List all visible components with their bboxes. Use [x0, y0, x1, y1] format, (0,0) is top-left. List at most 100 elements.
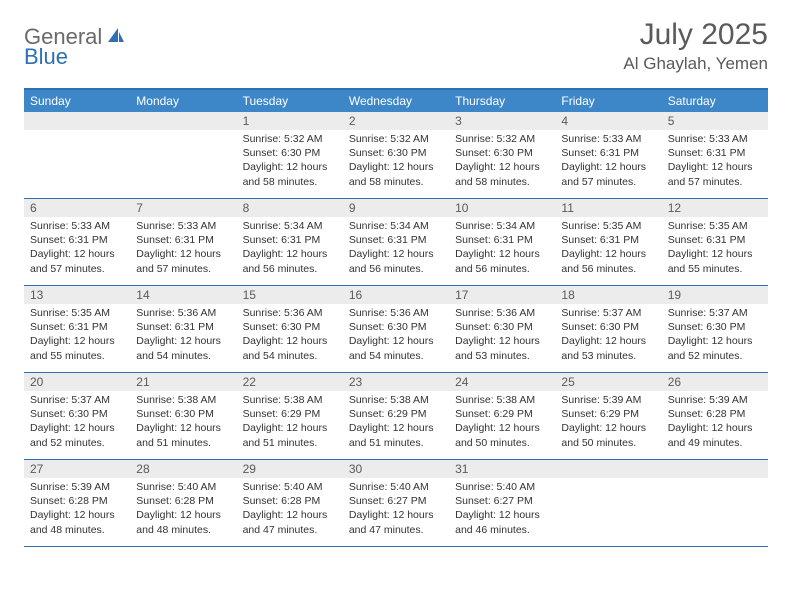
day-number: 20: [24, 373, 130, 391]
dow-thursday: Thursday: [449, 90, 555, 112]
day-cell: 4Sunrise: 5:33 AMSunset: 6:31 PMDaylight…: [555, 112, 661, 198]
daylight-text: Daylight: 12 hours and 56 minutes.: [455, 247, 549, 275]
daylight-text: Daylight: 12 hours and 49 minutes.: [668, 421, 762, 449]
day-number: 13: [24, 286, 130, 304]
day-number: 24: [449, 373, 555, 391]
sunset-text: Sunset: 6:30 PM: [561, 320, 655, 334]
day-body: Sunrise: 5:38 AMSunset: 6:29 PMDaylight:…: [237, 391, 343, 454]
day-number: 2: [343, 112, 449, 130]
day-cell: 17Sunrise: 5:36 AMSunset: 6:30 PMDayligh…: [449, 286, 555, 372]
day-number: 17: [449, 286, 555, 304]
sunset-text: Sunset: 6:29 PM: [561, 407, 655, 421]
day-body: Sunrise: 5:37 AMSunset: 6:30 PMDaylight:…: [555, 304, 661, 367]
sunset-text: Sunset: 6:30 PM: [349, 146, 443, 160]
day-body: [130, 130, 236, 190]
sunrise-text: Sunrise: 5:33 AM: [30, 219, 124, 233]
sunset-text: Sunset: 6:28 PM: [243, 494, 337, 508]
sunset-text: Sunset: 6:31 PM: [349, 233, 443, 247]
day-body: Sunrise: 5:38 AMSunset: 6:29 PMDaylight:…: [449, 391, 555, 454]
sunset-text: Sunset: 6:27 PM: [349, 494, 443, 508]
day-cell: 1Sunrise: 5:32 AMSunset: 6:30 PMDaylight…: [237, 112, 343, 198]
day-cell: 13Sunrise: 5:35 AMSunset: 6:31 PMDayligh…: [24, 286, 130, 372]
day-body: [662, 478, 768, 538]
sunrise-text: Sunrise: 5:36 AM: [243, 306, 337, 320]
daylight-text: Daylight: 12 hours and 47 minutes.: [243, 508, 337, 536]
sunrise-text: Sunrise: 5:32 AM: [243, 132, 337, 146]
day-number: 30: [343, 460, 449, 478]
daylight-text: Daylight: 12 hours and 54 minutes.: [136, 334, 230, 362]
week-row: 1Sunrise: 5:32 AMSunset: 6:30 PMDaylight…: [24, 112, 768, 199]
sunrise-text: Sunrise: 5:33 AM: [136, 219, 230, 233]
sunrise-text: Sunrise: 5:36 AM: [349, 306, 443, 320]
day-cell: 5Sunrise: 5:33 AMSunset: 6:31 PMDaylight…: [662, 112, 768, 198]
day-body: Sunrise: 5:33 AMSunset: 6:31 PMDaylight:…: [24, 217, 130, 280]
day-body: Sunrise: 5:38 AMSunset: 6:29 PMDaylight:…: [343, 391, 449, 454]
sunrise-text: Sunrise: 5:40 AM: [455, 480, 549, 494]
sunset-text: Sunset: 6:28 PM: [668, 407, 762, 421]
sunset-text: Sunset: 6:30 PM: [668, 320, 762, 334]
sunrise-text: Sunrise: 5:35 AM: [561, 219, 655, 233]
sunset-text: Sunset: 6:31 PM: [668, 233, 762, 247]
sunset-text: Sunset: 6:31 PM: [561, 146, 655, 160]
daylight-text: Daylight: 12 hours and 48 minutes.: [30, 508, 124, 536]
day-body: Sunrise: 5:36 AMSunset: 6:30 PMDaylight:…: [237, 304, 343, 367]
sunset-text: Sunset: 6:31 PM: [136, 233, 230, 247]
dow-sunday: Sunday: [24, 90, 130, 112]
day-cell: 9Sunrise: 5:34 AMSunset: 6:31 PMDaylight…: [343, 199, 449, 285]
day-body: Sunrise: 5:32 AMSunset: 6:30 PMDaylight:…: [449, 130, 555, 193]
day-cell: 2 Sunrise: 5:32 AMSunset: 6:30 PMDaylight…: [343, 112, 449, 198]
day-cell: 8Sunrise: 5:34 AMSunset: 6:31 PMDaylight…: [237, 199, 343, 285]
day-cell: [24, 112, 130, 198]
day-body: Sunrise: 5:36 AMSunset: 6:30 PMDaylight:…: [343, 304, 449, 367]
day-cell: 31Sunrise: 5:40 AMSunset: 6:27 PMDayligh…: [449, 460, 555, 546]
sunrise-text: Sunrise: 5:39 AM: [30, 480, 124, 494]
day-number: [24, 112, 130, 130]
sunrise-text: Sunrise: 5:39 AM: [668, 393, 762, 407]
sunrise-text: Sunrise: 5:35 AM: [30, 306, 124, 320]
day-number: 23: [343, 373, 449, 391]
week-row: 13Sunrise: 5:35 AMSunset: 6:31 PMDayligh…: [24, 286, 768, 373]
sunrise-text: Sunrise: 5:36 AM: [136, 306, 230, 320]
dow-tuesday: Tuesday: [237, 90, 343, 112]
daylight-text: Daylight: 12 hours and 57 minutes.: [136, 247, 230, 275]
sunrise-text: Sunrise: 5:32 AM: [455, 132, 549, 146]
sunrise-text: Sunrise: 5:38 AM: [349, 393, 443, 407]
day-number: 15: [237, 286, 343, 304]
day-number: 7: [130, 199, 236, 217]
sunrise-text: Sunrise: 5:32 AM: [349, 132, 443, 146]
sunset-text: Sunset: 6:29 PM: [455, 407, 549, 421]
sunset-text: Sunset: 6:30 PM: [30, 407, 124, 421]
day-cell: 26Sunrise: 5:39 AMSunset: 6:28 PMDayligh…: [662, 373, 768, 459]
dow-friday: Friday: [555, 90, 661, 112]
sunset-text: Sunset: 6:28 PM: [30, 494, 124, 508]
location-label: Al Ghaylah, Yemen: [623, 54, 768, 74]
daylight-text: Daylight: 12 hours and 51 minutes.: [349, 421, 443, 449]
daylight-text: Daylight: 12 hours and 51 minutes.: [243, 421, 337, 449]
day-body: Sunrise: 5:39 AMSunset: 6:28 PMDaylight:…: [24, 478, 130, 541]
daylight-text: Daylight: 12 hours and 57 minutes.: [30, 247, 124, 275]
day-number: 26: [662, 373, 768, 391]
sunrise-text: Sunrise: 5:34 AM: [349, 219, 443, 233]
day-body: Sunrise: 5:35 AMSunset: 6:31 PMDaylight:…: [555, 217, 661, 280]
sunrise-text: Sunrise: 5:37 AM: [30, 393, 124, 407]
day-cell: 30Sunrise: 5:40 AMSunset: 6:27 PMDayligh…: [343, 460, 449, 546]
day-body: Sunrise: 5:36 AMSunset: 6:30 PMDaylight:…: [449, 304, 555, 367]
sunrise-text: Sunrise: 5:38 AM: [243, 393, 337, 407]
day-cell: 22Sunrise: 5:38 AMSunset: 6:29 PMDayligh…: [237, 373, 343, 459]
sunrise-text: Sunrise: 5:38 AM: [136, 393, 230, 407]
sunrise-text: Sunrise: 5:40 AM: [136, 480, 230, 494]
day-cell: 24Sunrise: 5:38 AMSunset: 6:29 PMDayligh…: [449, 373, 555, 459]
day-body: Sunrise: 5:39 AMSunset: 6:28 PMDaylight:…: [662, 391, 768, 454]
daylight-text: Daylight: 12 hours and 58 minutes.: [349, 160, 443, 188]
day-cell: [662, 460, 768, 546]
daylight-text: Daylight: 12 hours and 46 minutes.: [455, 508, 549, 536]
day-cell: 11Sunrise: 5:35 AMSunset: 6:31 PMDayligh…: [555, 199, 661, 285]
day-number: 28: [130, 460, 236, 478]
daylight-text: Daylight: 12 hours and 58 minutes.: [243, 160, 337, 188]
day-number: 19: [662, 286, 768, 304]
daylight-text: Daylight: 12 hours and 50 minutes.: [455, 421, 549, 449]
sunrise-text: Sunrise: 5:33 AM: [561, 132, 655, 146]
day-body: Sunrise: 5:32 AMSunset: 6:30 PMDaylight:…: [237, 130, 343, 193]
sunset-text: Sunset: 6:31 PM: [243, 233, 337, 247]
day-cell: 12Sunrise: 5:35 AMSunset: 6:31 PMDayligh…: [662, 199, 768, 285]
